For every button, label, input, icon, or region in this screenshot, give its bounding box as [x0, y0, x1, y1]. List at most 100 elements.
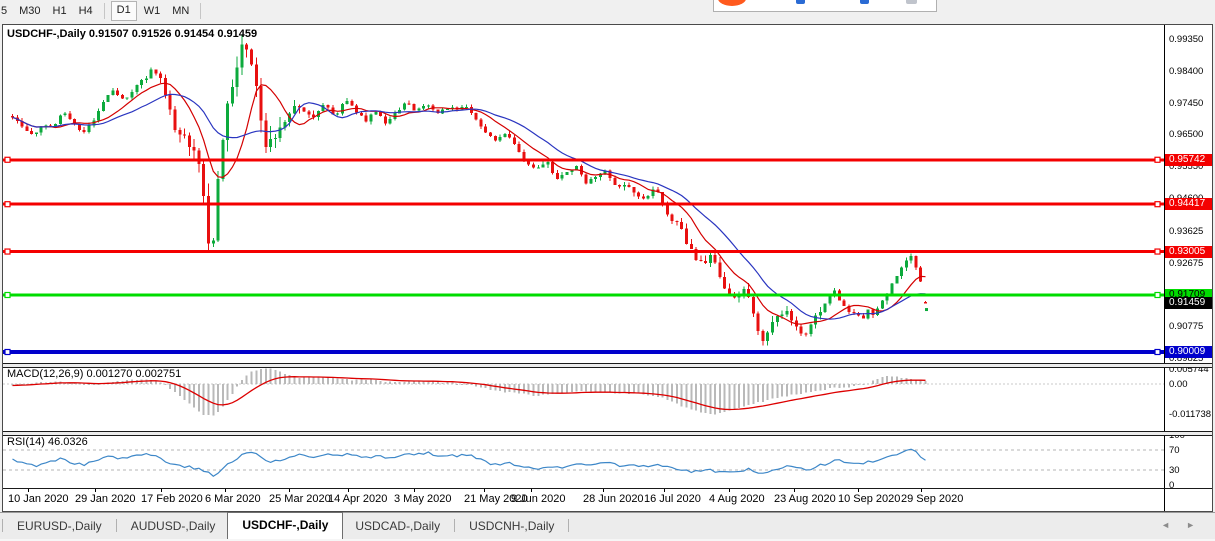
date-label: 29 Sep 2020: [901, 493, 964, 505]
macd-pane[interactable]: [3, 366, 1164, 431]
date-tick: [794, 489, 795, 492]
chart-window: USDCHF-,Daily 0.91507 0.91526 0.91454 0.…: [2, 24, 1213, 512]
date-tick: [603, 489, 604, 492]
rsi-tick-0: 0: [1169, 480, 1175, 491]
date-label: 23 Aug 2020: [774, 493, 836, 505]
macd-canvas[interactable]: [3, 366, 1164, 431]
date-label: 4 Aug 2020: [709, 493, 765, 505]
macd-signal-line: [12, 376, 926, 411]
toolbar-separator: [103, 3, 105, 19]
timeframe-button-mn[interactable]: MN: [172, 5, 190, 17]
tab-usdcnh[interactable]: USDCNH-,Daily: [469, 519, 555, 533]
logo-orange-shape: [718, 0, 746, 6]
tab-scroll-arrows: ◄ ►: [1141, 521, 1215, 539]
symbol-tab-bar: EURUSD-,Daily AUDUSD-,Daily USDCHF-,Daily U…: [0, 512, 1215, 539]
date-label: 25 Mar 2020: [269, 493, 331, 505]
line-handle[interactable]: [4, 348, 11, 356]
date-label: 28 Jun 2020: [583, 493, 644, 505]
rsi-tick-70: 70: [1169, 445, 1180, 456]
line-handle[interactable]: [1154, 201, 1161, 208]
date-label: 10 Sep 2020: [838, 493, 901, 505]
pane-splitter-macd[interactable]: [3, 363, 1212, 368]
rsi-pane[interactable]: [3, 434, 1164, 488]
price-chart-pane[interactable]: [3, 25, 1164, 363]
window-bottom-edge: [0, 539, 1215, 541]
partial-logo: [713, 0, 937, 12]
price-tick-0.93625: 0.93625: [1169, 225, 1204, 237]
price-tick-0.89825: 0.89825: [1169, 353, 1204, 365]
tab-separator: [2, 519, 3, 532]
line-handle[interactable]: [4, 291, 11, 299]
rsi-line: [12, 448, 926, 477]
date-tick: [921, 489, 922, 492]
date-tick: [729, 489, 730, 492]
price-tick-0.92675: 0.92675: [1169, 257, 1204, 269]
tab-usdchf[interactable]: USDCHF-,Daily: [227, 512, 344, 539]
date-tick: [161, 489, 162, 492]
date-tick: [664, 489, 665, 492]
date-label: 29 Jan 2020: [75, 493, 136, 505]
logo-blue-shape-2: [860, 0, 869, 4]
timeframe-button-m30[interactable]: M30: [19, 5, 41, 17]
tab-audusd[interactable]: AUDUSD-,Daily: [130, 519, 216, 533]
date-tick: [348, 489, 349, 492]
price-chart-canvas[interactable]: [3, 25, 1164, 363]
price-tick-0.98400: 0.98400: [1169, 65, 1204, 77]
line-handle[interactable]: [1154, 348, 1161, 356]
price-axis[interactable]: 0.993500.984000.974500.965000.955500.946…: [1164, 25, 1212, 511]
date-axis-separator: [3, 488, 1212, 489]
date-label: 21 May 2020: [464, 493, 528, 505]
date-label: 16 Jul 2020: [644, 493, 701, 505]
ma-slow-line: [12, 93, 926, 320]
timeframe-button-d1[interactable]: D1: [110, 1, 137, 21]
macd-tick-0.005744: 0.005744: [1169, 364, 1209, 376]
line-handle[interactable]: [4, 248, 11, 255]
toolbar-separator: [200, 3, 202, 19]
line-handle[interactable]: [1154, 156, 1161, 163]
tab-separator: [115, 519, 117, 532]
line-handle[interactable]: [1154, 248, 1161, 255]
timeframe-button-h4[interactable]: H4: [78, 5, 93, 17]
macd-tick-0.00: 0.00: [1169, 379, 1188, 390]
price-tick-0.96500: 0.96500: [1169, 129, 1204, 141]
timeframe-button-h1[interactable]: H1: [52, 5, 67, 17]
tab-usdcad[interactable]: USDCAD-,Daily: [355, 519, 441, 533]
date-label: 17 Feb 2020: [141, 493, 203, 505]
line-handle[interactable]: [4, 201, 11, 208]
tab-separator: [454, 519, 456, 532]
level-price-label-0.93005: 0.93005: [1165, 245, 1212, 258]
timeframe-toolbar: 5 M30 H1 H4 D1 W1 MN: [0, 0, 1215, 22]
date-label: 10 Jan 2020: [8, 493, 69, 505]
date-axis[interactable]: 10 Jan 2020 29 Jan 2020 17 Feb 2020 6 Mar 2…: [3, 489, 1164, 511]
date-tick: [289, 489, 290, 492]
tab-eurusd[interactable]: EURUSD-,Daily: [17, 519, 102, 533]
macd-tick--0.011738: -0.011738: [1169, 409, 1212, 421]
pane-splitter-rsi[interactable]: [3, 431, 1212, 436]
date-tick: [531, 489, 532, 492]
date-label: 9 Jun 2020: [511, 493, 566, 505]
rsi-label: RSI(14) 46.0326: [7, 436, 88, 448]
level-price-label-0.90009: 0.90009: [1165, 346, 1212, 358]
timeframe-buttons: 5 M30 H1 H4 D1 W1 MN: [0, 1, 206, 21]
date-tick: [414, 489, 415, 492]
price-tick-0.90775: 0.90775: [1169, 321, 1204, 333]
last-price-marker: [925, 308, 928, 312]
rsi-tick-30: 30: [1169, 465, 1180, 476]
date-tick: [484, 489, 485, 492]
logo-blue-shape-1: [796, 0, 805, 4]
tab-scroll-left-icon[interactable]: ◄: [1161, 520, 1171, 530]
tab-scroll-right-icon[interactable]: ►: [1186, 520, 1195, 530]
chart-title: USDCHF-,Daily 0.91507 0.91526 0.91454 0.…: [7, 28, 258, 40]
date-tick: [225, 489, 226, 492]
timeframe-button-w1[interactable]: W1: [143, 5, 161, 17]
timeframe-button-5[interactable]: 5: [1, 5, 8, 17]
date-tick: [28, 489, 29, 492]
line-handle[interactable]: [1154, 291, 1161, 299]
date-tick: [95, 489, 96, 492]
line-handle[interactable]: [4, 156, 11, 163]
rsi-canvas[interactable]: [3, 434, 1164, 488]
level-price-label-0.94417: 0.94417: [1165, 198, 1212, 211]
candles-series: [11, 34, 927, 346]
date-label: 6 Mar 2020: [205, 493, 261, 505]
